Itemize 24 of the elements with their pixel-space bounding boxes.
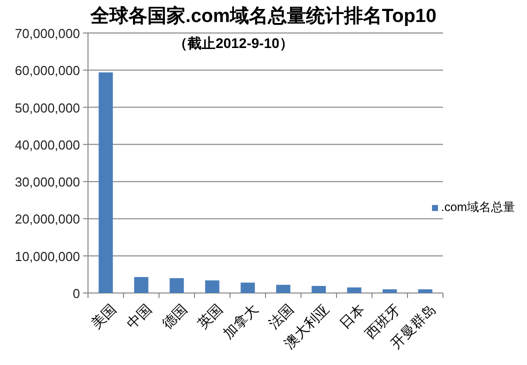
y-tick-label: 50,000,000 [14, 100, 80, 116]
bar [205, 280, 220, 293]
bar [240, 282, 255, 293]
y-tick-label: 70,000,000 [14, 26, 80, 41]
y-tick-label: 10,000,000 [14, 248, 80, 264]
legend-label: .com域名总量 [441, 200, 516, 214]
bar [347, 287, 362, 293]
y-tick-label: 40,000,000 [14, 137, 80, 152]
bar [312, 286, 326, 293]
bar [382, 289, 397, 293]
y-tick-label: 0 [72, 286, 80, 301]
x-tick-label: 美国 [88, 301, 120, 333]
x-tick-label: 德国 [159, 301, 191, 333]
chart-subtitle: （截止2012-9-10） [174, 35, 294, 51]
y-tick-label: 30,000,000 [14, 174, 80, 190]
bar [134, 277, 148, 293]
y-tick-label: 20,000,000 [14, 212, 80, 227]
bar [276, 284, 290, 293]
bar [98, 72, 113, 293]
bar [170, 278, 184, 293]
x-tick-label: 中国 [124, 301, 156, 333]
y-tick-label: 60,000,000 [14, 63, 80, 78]
chart-title: 全球各国家.com域名总量统计排名Top10 [90, 5, 436, 27]
bar [418, 289, 432, 293]
